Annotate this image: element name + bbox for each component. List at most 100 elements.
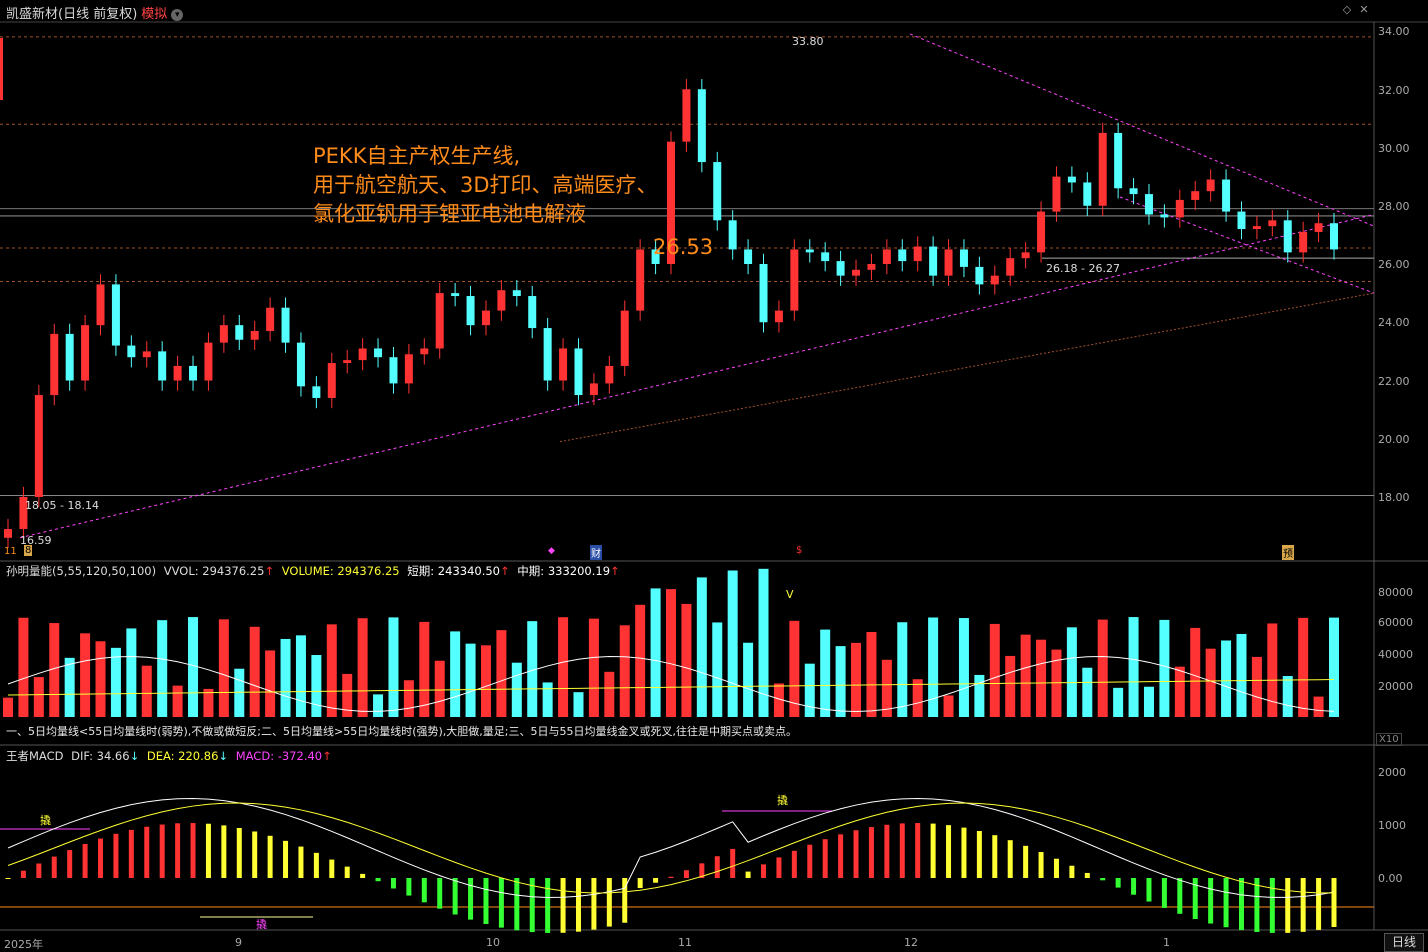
- macd-bar: [976, 830, 982, 878]
- x-axis-label: 12: [904, 936, 918, 949]
- candle-body: [805, 249, 814, 253]
- candle-body: [497, 290, 506, 311]
- macd-bar: [745, 871, 751, 878]
- candle-body: [1175, 199, 1184, 218]
- volume-bar: [958, 618, 969, 717]
- volume-bar: [1005, 655, 1016, 717]
- stock-title[interactable]: 凯盛新材(日线 前复权) 模拟 ▾: [6, 3, 184, 22]
- macd-bar: [344, 866, 350, 878]
- macd-bar: [1069, 865, 1075, 878]
- close-icon[interactable]: ✕: [1359, 3, 1369, 16]
- scale-label: X10: [1376, 733, 1402, 746]
- macd-bar: [313, 852, 319, 878]
- candle-body: [1114, 132, 1123, 189]
- macd-dif-line: [7, 798, 1335, 898]
- macd-bar: [946, 825, 952, 878]
- volume-note: 一、5日均量线<55日均量线时(弱势),不做或做短反;二、5日均量线>55日均量…: [6, 725, 797, 738]
- candle-body: [420, 348, 429, 355]
- macd-bar: [113, 833, 119, 878]
- macd-bar: [1177, 878, 1183, 914]
- arrow-down-icon: ↓: [129, 749, 140, 763]
- candle-body: [512, 290, 521, 297]
- macd-bar: [1007, 840, 1013, 878]
- volume-bar: [650, 588, 661, 717]
- volume-bar: [95, 641, 106, 717]
- macd-bar: [205, 823, 211, 878]
- volume-indicator-name[interactable]: 孙明量能(5,55,120,50,100): [6, 564, 157, 578]
- candle-body: [1237, 211, 1246, 230]
- volume-bar: [820, 629, 831, 717]
- macd-bar: [51, 856, 57, 878]
- macd-indicator-name[interactable]: 王者MACD: [6, 749, 64, 763]
- volume-bar: [758, 568, 769, 717]
- candle-body: [620, 310, 629, 366]
- macd-tag: 撬: [256, 918, 267, 931]
- chevron-down-icon[interactable]: ▾: [171, 9, 184, 21]
- candle-body: [1330, 223, 1338, 250]
- macd-bar: [267, 835, 273, 878]
- finance-badge[interactable]: 财: [590, 545, 602, 560]
- candle-body: [204, 342, 213, 381]
- y-tick-volume: 60000: [1378, 616, 1413, 629]
- candle-body: [1052, 176, 1061, 212]
- candle-body: [774, 310, 783, 323]
- period-button[interactable]: 日线: [1384, 933, 1424, 952]
- volume-bar: [1051, 649, 1062, 717]
- volume-bar: [974, 674, 985, 717]
- macd-bar: [298, 846, 304, 878]
- arrow-down-icon: ↓: [218, 749, 229, 763]
- y-tick-price: 24.00: [1378, 316, 1410, 329]
- diamond-icon[interactable]: ◇: [1342, 3, 1352, 16]
- candle-body: [543, 328, 552, 381]
- candle-body: [559, 348, 568, 381]
- candle-body: [404, 354, 413, 384]
- volume-bar: [1313, 696, 1324, 717]
- candle-body: [451, 293, 460, 297]
- candle-body: [836, 261, 845, 276]
- candle-body: [1037, 211, 1046, 253]
- macd-bar: [637, 878, 643, 889]
- candle-body: [1252, 226, 1261, 230]
- volume-bar: [558, 617, 569, 717]
- volume-bar: [110, 647, 121, 717]
- volume-bar: [1282, 676, 1293, 717]
- macd-dea-line: [7, 802, 1335, 894]
- macd-bar: [606, 878, 612, 927]
- volume-bar: [527, 621, 538, 717]
- macd-bar: [853, 830, 859, 878]
- candle-body: [1206, 179, 1215, 192]
- volume-bar: [295, 635, 306, 717]
- macd-bar: [529, 878, 535, 933]
- macd-bar: [452, 878, 458, 915]
- macd-bar: [545, 878, 551, 933]
- marker-diamond-icon[interactable]: ◆: [548, 546, 555, 556]
- candle-body: [744, 249, 753, 264]
- volume-bar: [342, 673, 353, 717]
- candle-body: [636, 249, 645, 311]
- macd-bar: [668, 876, 674, 878]
- volume-bar: [1236, 633, 1247, 717]
- y-tick-macd: 1000: [1378, 819, 1406, 832]
- marker-badge[interactable]: 8: [24, 545, 33, 556]
- annotation-line-2: 用于航空航天、3D打印、高端医疗、: [313, 173, 658, 197]
- candle-body: [1268, 220, 1277, 227]
- dollar-icon[interactable]: $: [796, 545, 803, 556]
- right-range-label: 26.18 - 26.27: [1046, 262, 1120, 275]
- candle-body: [158, 351, 167, 381]
- macd-bar: [1208, 878, 1214, 924]
- volume-bar: [311, 655, 322, 717]
- volume-bar: [64, 657, 75, 717]
- candle-body: [19, 497, 28, 530]
- x-axis-label: 2025年: [4, 938, 43, 951]
- forecast-badge[interactable]: 预: [1282, 545, 1294, 560]
- trend-line: [559, 292, 1375, 443]
- candle-body: [343, 360, 352, 364]
- candle-body: [990, 275, 999, 285]
- volume-bar: [203, 688, 214, 717]
- y-tick-price: 22.00: [1378, 375, 1410, 388]
- macd-bar: [498, 878, 504, 928]
- macd-bar: [622, 878, 628, 923]
- candle-body: [975, 266, 984, 285]
- macd-bar: [1084, 872, 1090, 878]
